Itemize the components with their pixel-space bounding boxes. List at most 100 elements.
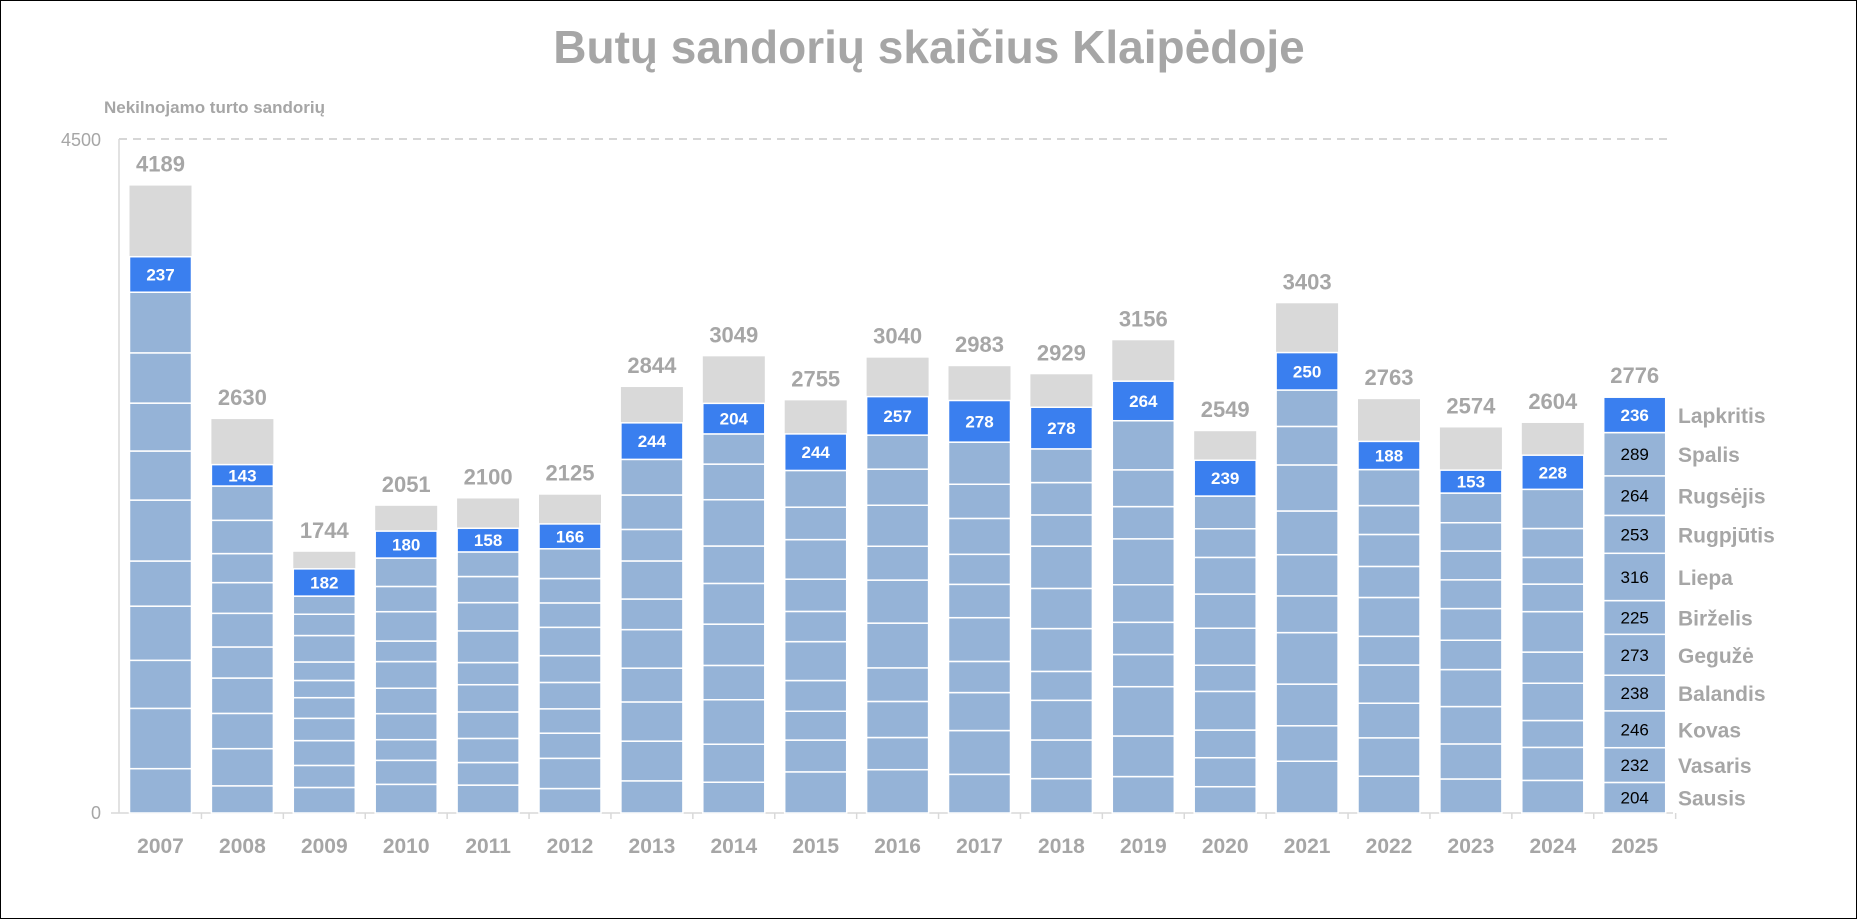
bar-current-2011	[456, 527, 520, 553]
bar-segment-2025-4	[1602, 674, 1667, 712]
bar-segment-2023-2	[1439, 743, 1503, 780]
current-label-2024: 228	[1539, 463, 1567, 482]
segment-label-2025-2: 232	[1621, 756, 1649, 775]
bar-segment-2017-9	[947, 483, 1012, 520]
bar-segment-2022-7	[1357, 565, 1421, 599]
bar-segment-2015-7	[783, 578, 848, 613]
bar-segment-2020-2	[1193, 756, 1257, 788]
total-label-2013: 2844	[627, 353, 677, 378]
bar-segment-2010-3	[374, 738, 438, 762]
segment-label-2025-8: 253	[1621, 525, 1649, 544]
bar-segment-2024-5	[1521, 651, 1585, 684]
bar-segment-2008-5	[210, 646, 275, 679]
bar-segment-2008-4	[210, 677, 275, 715]
total-label-2018: 2929	[1037, 340, 1086, 365]
bar-segment-2017-2	[947, 729, 1012, 776]
bar-segment-2011-2	[456, 761, 520, 786]
bar-segment-2012-3	[538, 732, 602, 760]
bar-segment-2020-6	[1193, 627, 1257, 666]
bar-segment-2018-9	[1029, 481, 1094, 516]
bar-segment-2014-10	[702, 433, 766, 465]
bar-segment-2021-4	[1275, 631, 1339, 685]
month-label-8: Rugpjūtis	[1678, 524, 1775, 547]
bar-segment-2015-6	[783, 610, 848, 643]
bar-segment-2007-5	[128, 560, 193, 607]
bar-segment-2020-7	[1193, 593, 1257, 629]
bar-segment-2010-5	[374, 687, 438, 715]
total-label-2007: 4189	[136, 152, 185, 177]
bar-segment-2016-9	[865, 468, 930, 507]
x-tick-2010: 2010	[383, 835, 430, 858]
bar-segment-2012-7	[538, 626, 602, 657]
bar-segment-2012-1	[538, 787, 602, 814]
x-tick-2023: 2023	[1448, 835, 1495, 858]
bar-segment-2020-1	[1193, 785, 1257, 814]
month-label-6: Birželis	[1678, 607, 1753, 630]
bar-segment-2013-5	[620, 628, 684, 669]
bar-segment-2010-10	[374, 557, 438, 588]
bar-segment-2023-10	[1439, 492, 1503, 524]
bar-segment-2022-3	[1357, 702, 1421, 739]
current-label-2008: 143	[228, 466, 256, 485]
bar-segment-2009-8	[292, 634, 357, 663]
bar-segment-2009-7	[292, 661, 357, 682]
bar-current-2019	[1111, 380, 1176, 422]
bar-current-2012	[538, 523, 602, 550]
x-tick-2024: 2024	[1529, 835, 1576, 858]
x-tick-2019: 2019	[1120, 835, 1167, 858]
bar-segment-2021-10	[1275, 389, 1339, 428]
bar-segment-2017-8	[947, 517, 1012, 556]
bar-segment-2015-1	[783, 771, 848, 814]
bar-segment-2024-7	[1521, 583, 1585, 613]
bar-segment-2015-9	[783, 506, 848, 541]
x-tick-2013: 2013	[629, 835, 676, 858]
current-label-2023: 153	[1457, 473, 1485, 492]
bar-segment-2024-6	[1521, 610, 1585, 653]
total-label-2014: 3049	[709, 322, 758, 347]
bar-segment-2021-2	[1275, 725, 1339, 762]
bar-segment-2022-2	[1357, 737, 1421, 777]
month-label-1: Sausis	[1678, 788, 1746, 811]
bar-segment-2008-10	[210, 485, 275, 522]
bar-current-2014	[702, 402, 766, 435]
x-tick-2014: 2014	[710, 835, 757, 858]
bar-segment-2014-2	[702, 743, 766, 783]
bar-segment-2015-10	[783, 469, 848, 508]
bar-segment-2015-8	[783, 538, 848, 580]
bar-segment-2014-8	[702, 498, 766, 547]
bar-segment-2016-5	[865, 622, 930, 669]
total-label-2011: 2100	[464, 464, 513, 489]
bar-segment-2007-10	[128, 291, 193, 354]
y-axis-label: Nekilnojamo turto sandorių	[104, 98, 325, 117]
bar-segment-2013-3	[620, 701, 684, 742]
bar-segment-2009-5	[292, 696, 357, 720]
month-label-9: Rugsėjis	[1678, 486, 1766, 509]
current-label-2013: 244	[638, 432, 667, 451]
current-label-2007: 237	[146, 265, 174, 284]
bar-segment-2015-5	[783, 640, 848, 682]
bar-segment-2021-9	[1275, 425, 1339, 466]
bar-segment-2024-3	[1521, 719, 1585, 749]
bar-segment-2011-4	[456, 711, 520, 740]
month-label-2: Vasaris	[1678, 755, 1752, 778]
bar-segment-2010-7	[374, 640, 438, 663]
bar-current-2018	[1029, 406, 1094, 450]
bar-segment-2019-3	[1111, 685, 1176, 737]
bar-segment-2010-8	[374, 610, 438, 642]
bar-segment-2022-10	[1357, 468, 1421, 507]
bar-segment-2023-4	[1439, 668, 1503, 708]
bar-segment-2012-8	[538, 602, 602, 629]
bar-segment-2017-3	[947, 691, 1012, 732]
segment-label-2025-7: 316	[1621, 568, 1649, 587]
bar-segment-2025-1	[1602, 781, 1667, 814]
y-tick-max: 4500	[61, 130, 101, 150]
bar-segment-2014-1	[702, 781, 766, 814]
bar-segment-2015-4	[783, 679, 848, 713]
bar-segment-2016-1	[865, 768, 930, 814]
bar-segment-2012-9	[538, 577, 602, 604]
bar-segment-2018-4	[1029, 670, 1094, 702]
bar-segment-2016-2	[865, 736, 930, 771]
bar-segment-2009-1	[292, 786, 357, 814]
bar-segment-2016-8	[865, 504, 930, 548]
bar-current-2008	[210, 463, 275, 487]
